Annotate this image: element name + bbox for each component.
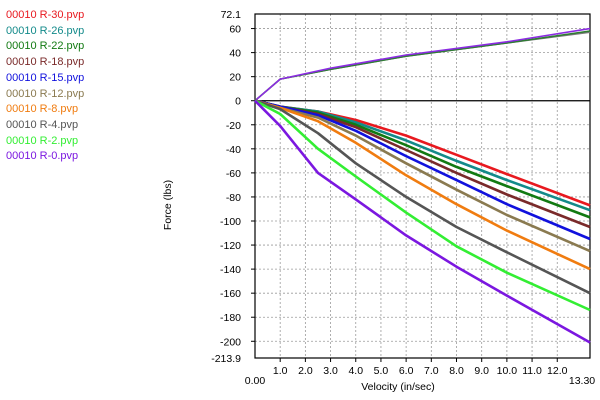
y-tick-label: -40	[226, 144, 241, 156]
legend-item: 00010 R-12.pvp	[6, 87, 85, 100]
x-tick-label: 9.0	[474, 365, 489, 377]
y-max-label: 72.1	[221, 9, 242, 21]
y-tick-label: 20	[229, 72, 241, 84]
y-tick-label: -180	[220, 312, 241, 324]
y-tick-label: -160	[220, 288, 241, 300]
x-min-label: 0.00	[245, 375, 266, 387]
y-tick-label: 40	[229, 48, 241, 60]
legend-item: 00010 R-15.pvp	[6, 71, 85, 84]
y-tick-label: 0	[235, 96, 241, 108]
legend-item: 00010 R-26.pvp	[6, 24, 85, 37]
x-tick-label: 2.0	[298, 365, 313, 377]
x-tick-label: 4.0	[348, 365, 363, 377]
series-line-00010-r-15-pvp	[254, 99, 591, 241]
y-axis-label: Force (lbs)	[162, 180, 174, 230]
x-tick-label: 1.0	[273, 365, 288, 377]
series-line-00010-r-8-pvp	[254, 99, 591, 271]
legend-item: 00010 R-0.pvp	[6, 150, 79, 163]
axes	[251, 13, 591, 362]
x-tick-label: 11.0	[522, 365, 542, 377]
legend-item: 00010 R-4.pvp	[6, 118, 79, 131]
x-tick-label: 6.0	[399, 365, 414, 377]
x-tick-label: 10.0	[497, 365, 518, 377]
x-tick-label: 5.0	[374, 365, 389, 377]
y-tick-label: -80	[226, 192, 241, 204]
series-line-rebound-3	[254, 27, 591, 102]
series-line-00010-r-2-pvp	[254, 99, 591, 312]
series-line-00010-r-0-pvp	[254, 99, 591, 344]
y-tick-label: -20	[226, 120, 241, 132]
y-tick-label: 60	[229, 24, 241, 36]
legend-item: 00010 R-2.pvp	[6, 134, 79, 147]
x-axis-label: Velocity (in/sec)	[361, 381, 435, 393]
plot-frame	[254, 13, 591, 359]
y-tick-label: -120	[220, 240, 241, 252]
y-tick-label: -100	[220, 216, 241, 228]
legend-item: 00010 R-18.pvp	[6, 56, 85, 69]
x-max-label: 13.30	[569, 375, 595, 387]
y-tick-label: -140	[220, 264, 241, 276]
x-tick-label: 3.0	[323, 365, 338, 377]
x-tick-label: 12.0	[547, 365, 568, 377]
tick-labels: 60 40 20 0 -20 -40 -60 -80 -100 -120 -140 -160 -180 -…	[211, 9, 595, 387]
y-tick-label: -60	[226, 168, 241, 180]
legend-item: 00010 R-8.pvp	[6, 103, 79, 116]
series-line-00010-r-4-pvp	[254, 99, 591, 295]
y-min-label: -213.9	[211, 353, 241, 365]
x-tick-label: 7.0	[424, 365, 439, 377]
legend-item: 00010 R-30.pvp	[6, 9, 85, 21]
y-tick-label: -200	[220, 336, 241, 348]
legend: 00010 R-30.pvp 00010 R-26.pvp 00010 R-22.p…	[6, 8, 84, 165]
series-lines	[254, 27, 591, 344]
legend-item: 00010 R-22.pvp	[6, 40, 85, 53]
x-tick-label: 8.0	[449, 365, 464, 377]
